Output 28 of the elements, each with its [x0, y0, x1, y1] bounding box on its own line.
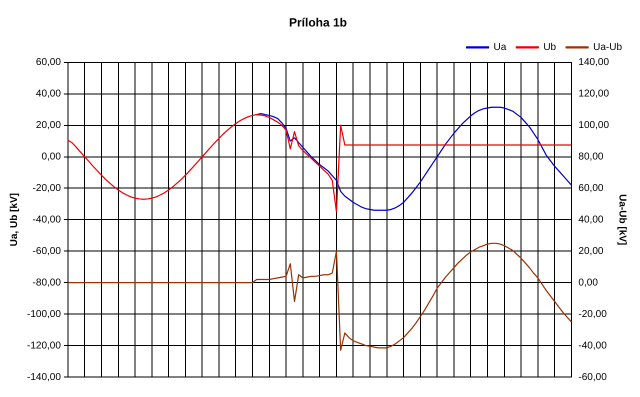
- y2-tick-label: 80,00: [578, 152, 604, 163]
- y2-tick-label: 0,00: [578, 277, 598, 288]
- y-tick-label: 40,00: [36, 88, 62, 100]
- legend-label: Ub: [543, 42, 557, 54]
- y2-tick-label: 120,00: [578, 88, 610, 100]
- y2-tick-label: 60,00: [578, 182, 604, 194]
- y-tick-label: -40,00: [32, 214, 62, 226]
- y2-tick-label: 20,00: [578, 246, 604, 257]
- y2-tick-label: 100,00: [578, 120, 610, 132]
- y2-tick-label: 140,00: [578, 57, 610, 68]
- legend-label: Ua-Ub: [593, 42, 622, 54]
- y2-tick-label: -40,00: [578, 340, 608, 352]
- y2-tick-label: -60,00: [578, 372, 608, 383]
- y-tick-label: -80,00: [32, 277, 62, 288]
- y-tick-label: -120,00: [26, 340, 62, 352]
- y-axis-title: Ua, Ub [kV]: [8, 193, 20, 246]
- y-tick-label: 60,00: [36, 57, 62, 68]
- y-tick-label: 0,00: [41, 152, 62, 163]
- y-tick-label: -140,00: [26, 372, 62, 383]
- y-tick-label: -60,00: [32, 246, 62, 257]
- y-tick-label: 20,00: [36, 120, 62, 132]
- y2-axis-title: Ua-Ub [kV]: [616, 194, 628, 246]
- y2-tick-label: 40,00: [578, 214, 604, 226]
- y-tick-label: -20,00: [32, 182, 62, 194]
- y-tick-label: -100,00: [26, 308, 62, 320]
- y2-tick-label: -20,00: [578, 308, 608, 320]
- legend-label: Ua: [494, 42, 507, 54]
- chart-title: Príloha 1b: [288, 16, 348, 30]
